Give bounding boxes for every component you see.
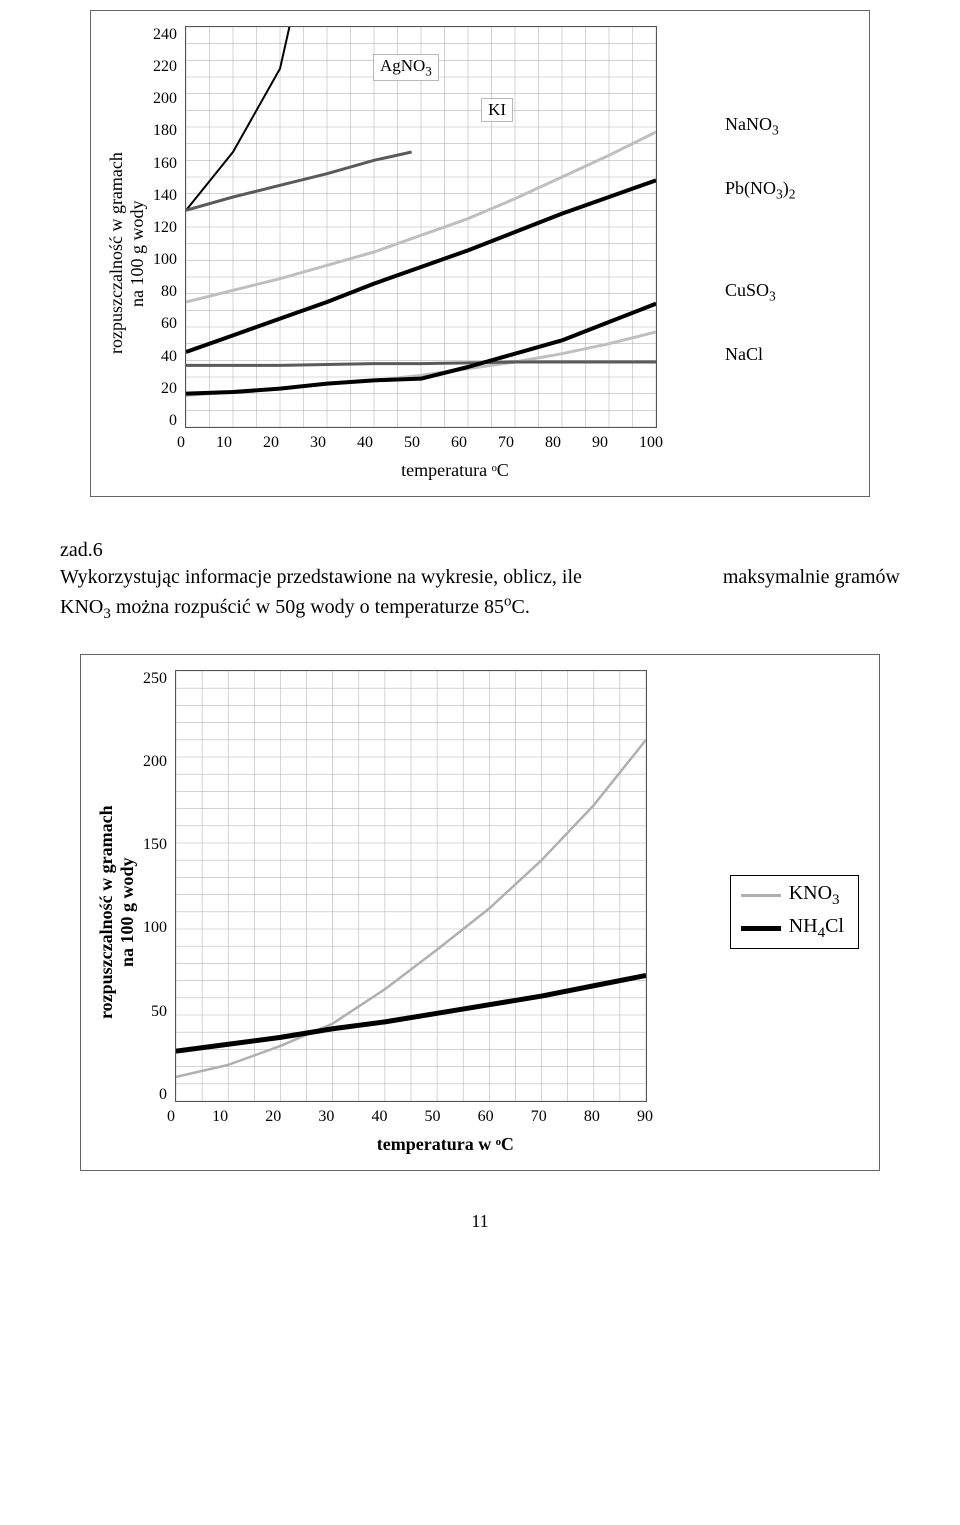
legend-swatch — [741, 926, 781, 931]
chart2-plot — [175, 670, 647, 1102]
chart1-side-labels: NaNO3 Pb(NO3)2 CuSO3 NaCl — [725, 26, 849, 426]
chart1-x-axis-label: temperatura ᵒC — [185, 452, 725, 481]
chart2-y-axis-label: rozpuszczalność w gramachna 100 g wody — [91, 670, 143, 1155]
chart1-frame: rozpuszczalność w gramachna 100 g wody 2… — [90, 10, 870, 497]
chart1-y-ticks: 240220200180160140120100806040200 — [153, 26, 185, 430]
chart2-y-ticks: 250200150100500 — [143, 670, 175, 1104]
legend-label: NH4Cl — [789, 915, 844, 942]
chart1-x-ticks: 0102030405060708090100 — [177, 428, 663, 452]
chart2-legend: KNO3 NH4Cl — [730, 875, 859, 949]
chart1-side-label: CuSO3 — [725, 280, 776, 305]
chart1-inline-label: AgNO3 — [373, 54, 439, 81]
chart1-inline-label: KI — [481, 98, 513, 122]
chart1-side-label: NaNO3 — [725, 114, 779, 139]
chart2-frame: rozpuszczalność w gramachna 100 g wody 2… — [80, 654, 880, 1171]
legend-label: KNO3 — [789, 882, 840, 909]
legend-swatch — [741, 894, 781, 897]
problem-text: zad.6 Wykorzystując informacje przedstaw… — [60, 537, 900, 624]
chart1-plot — [185, 26, 657, 428]
chart2-legend-row: NH4Cl — [741, 915, 844, 942]
chart1-y-axis-label: rozpuszczalność w gramachna 100 g wody — [101, 26, 153, 481]
chart1-side-label: NaCl — [725, 344, 763, 365]
chart1-side-label: Pb(NO3)2 — [725, 178, 796, 203]
problem-heading: zad.6 — [60, 539, 103, 561]
chart2-legend-row: KNO3 — [741, 882, 844, 909]
chart2-x-ticks: 0102030405060708090 — [167, 1102, 653, 1126]
page-number: 11 — [60, 1211, 900, 1232]
chart2-x-axis-label: temperatura w ᵒC — [175, 1126, 716, 1155]
